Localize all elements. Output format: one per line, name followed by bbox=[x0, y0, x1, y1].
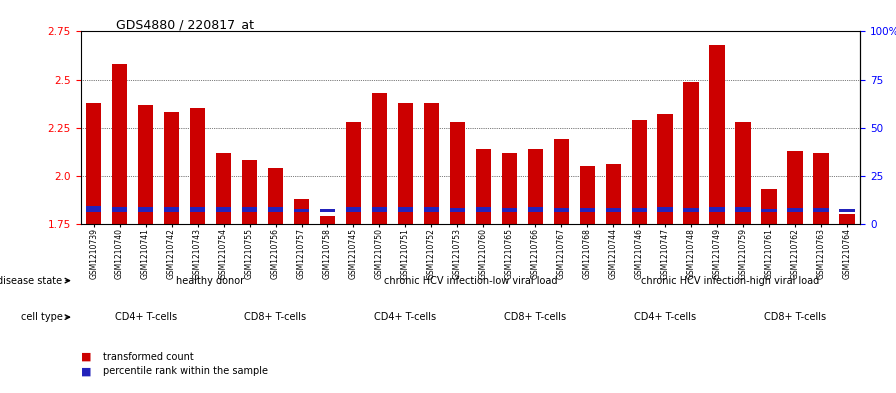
Bar bbox=[86, 103, 101, 224]
Bar bbox=[632, 120, 647, 224]
Bar bbox=[320, 216, 335, 224]
Bar bbox=[138, 207, 153, 213]
Bar bbox=[190, 108, 205, 224]
Bar bbox=[476, 149, 491, 224]
Text: cell type: cell type bbox=[21, 312, 63, 322]
Bar bbox=[658, 207, 673, 213]
Bar bbox=[736, 122, 751, 224]
Bar bbox=[450, 122, 465, 224]
Bar bbox=[788, 208, 803, 213]
Bar bbox=[528, 207, 543, 213]
Bar bbox=[762, 189, 777, 224]
Bar bbox=[294, 199, 309, 224]
Bar bbox=[632, 208, 647, 213]
Bar bbox=[268, 168, 283, 224]
Bar bbox=[788, 151, 803, 224]
Bar bbox=[840, 214, 855, 224]
Bar bbox=[346, 207, 361, 213]
Bar bbox=[762, 209, 777, 213]
Bar bbox=[398, 103, 413, 224]
Bar bbox=[710, 45, 725, 224]
Bar bbox=[164, 112, 179, 224]
Text: percentile rank within the sample: percentile rank within the sample bbox=[103, 366, 268, 376]
Bar bbox=[684, 81, 699, 224]
Bar bbox=[216, 207, 231, 213]
Bar bbox=[190, 207, 205, 213]
Bar bbox=[554, 139, 569, 224]
Bar bbox=[294, 209, 309, 213]
Text: GDS4880 / 220817_at: GDS4880 / 220817_at bbox=[116, 18, 254, 31]
Bar bbox=[372, 93, 387, 224]
Bar bbox=[164, 207, 179, 213]
Bar bbox=[814, 153, 829, 224]
Text: ■: ■ bbox=[81, 366, 91, 376]
Bar bbox=[450, 208, 465, 213]
Bar bbox=[320, 209, 335, 213]
Bar bbox=[658, 114, 673, 224]
Bar bbox=[814, 208, 829, 213]
Bar bbox=[528, 149, 543, 224]
Text: disease state: disease state bbox=[0, 275, 63, 286]
Bar bbox=[112, 64, 127, 224]
Bar bbox=[736, 207, 751, 213]
Bar bbox=[580, 208, 595, 213]
Bar bbox=[138, 105, 153, 224]
Bar bbox=[242, 160, 257, 224]
Bar bbox=[580, 166, 595, 224]
Bar bbox=[242, 207, 257, 213]
Text: chronic HCV infection-low viral load: chronic HCV infection-low viral load bbox=[383, 275, 557, 286]
Bar bbox=[346, 122, 361, 224]
Bar bbox=[502, 153, 517, 224]
Bar bbox=[606, 164, 621, 224]
Text: CD8+ T-cells: CD8+ T-cells bbox=[245, 312, 306, 322]
Bar bbox=[424, 207, 439, 213]
Bar bbox=[840, 209, 855, 213]
Bar bbox=[268, 207, 283, 213]
Text: chronic HCV infection-high viral load: chronic HCV infection-high viral load bbox=[642, 275, 819, 286]
Text: transformed count: transformed count bbox=[103, 352, 194, 362]
Bar bbox=[112, 207, 127, 213]
Text: CD8+ T-cells: CD8+ T-cells bbox=[504, 312, 566, 322]
Bar bbox=[372, 207, 387, 213]
Bar bbox=[502, 208, 517, 213]
Text: healthy donor: healthy donor bbox=[177, 275, 245, 286]
Bar bbox=[606, 208, 621, 213]
Bar bbox=[86, 206, 101, 213]
Bar bbox=[216, 153, 231, 224]
Text: ■: ■ bbox=[81, 352, 91, 362]
Bar bbox=[684, 208, 699, 213]
Bar bbox=[398, 207, 413, 213]
Bar bbox=[554, 208, 569, 213]
Text: CD4+ T-cells: CD4+ T-cells bbox=[634, 312, 696, 322]
Text: CD8+ T-cells: CD8+ T-cells bbox=[764, 312, 826, 322]
Text: CD4+ T-cells: CD4+ T-cells bbox=[115, 312, 177, 322]
Bar bbox=[476, 207, 491, 213]
Bar bbox=[424, 103, 439, 224]
Text: CD4+ T-cells: CD4+ T-cells bbox=[375, 312, 436, 322]
Bar bbox=[710, 207, 725, 213]
